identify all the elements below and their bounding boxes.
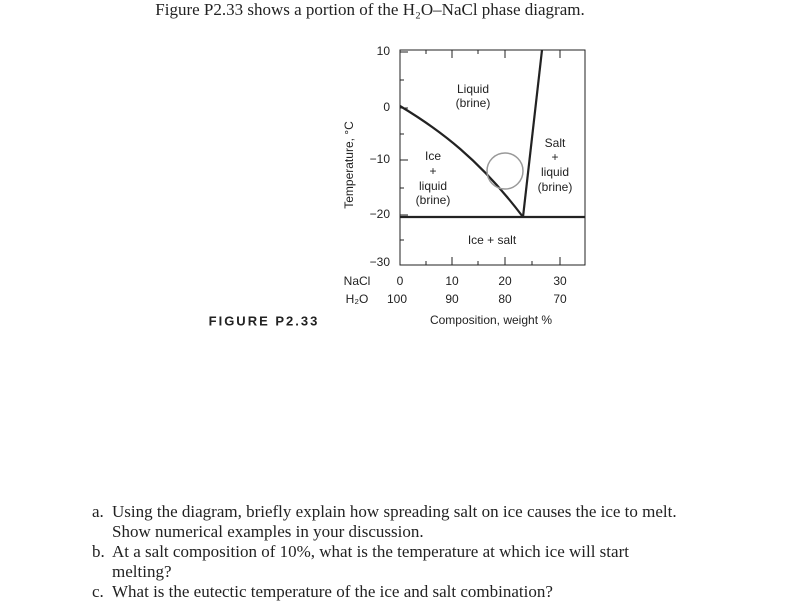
y-tick-label: 10 — [377, 44, 391, 58]
region-label: liquid — [541, 165, 569, 179]
question: c. What is the eutectic temperature of th… — [92, 582, 692, 602]
region-label: + — [429, 164, 436, 178]
question-label: b. — [92, 542, 105, 561]
liquidus-line — [399, 105, 524, 218]
y-axis-label: Temperature, °C — [342, 121, 356, 209]
y-tick-label: 0 — [383, 100, 390, 114]
y-tick-label: −30 — [370, 255, 391, 269]
region-label: liquid — [419, 179, 447, 193]
region-label: Ice — [425, 149, 441, 163]
nacl-tick: 20 — [498, 274, 512, 288]
question-text: Using the diagram, briefly explain how s… — [112, 502, 677, 541]
h2o-label: H₂O — [346, 292, 369, 306]
region-label: (brine) — [538, 180, 573, 194]
question: a. Using the diagram, briefly explain how… — [92, 502, 692, 542]
y-tick-label: −20 — [370, 207, 391, 221]
nacl-label: NaCl — [344, 274, 371, 288]
question-text: At a salt composition of 10%, what is th… — [112, 542, 629, 581]
region-label: + — [551, 150, 558, 164]
nacl-tick: 10 — [445, 274, 459, 288]
region-label: (brine) — [456, 96, 491, 110]
region-label: Ice + salt — [468, 233, 517, 247]
h2o-tick: 70 — [553, 292, 567, 306]
h2o-tick: 100 — [387, 292, 407, 306]
region-label: (brine) — [416, 193, 451, 207]
solubility-line — [521, 49, 544, 218]
question-text: What is the eutectic temperature of the … — [112, 582, 553, 601]
region-label: Salt — [545, 136, 566, 150]
region-label: Liquid — [457, 82, 489, 96]
question-label: a. — [92, 502, 104, 521]
y-tick-label: −10 — [370, 152, 391, 166]
highlight-circle — [486, 152, 524, 190]
plot-frame — [399, 49, 586, 266]
title: Figure P2.33 shows a portion of the H₂O–… — [155, 0, 585, 19]
nacl-tick: 0 — [397, 274, 404, 288]
x-axis-label: Composition, weight % — [430, 313, 552, 327]
question: b. At a salt composition of 10%, what is … — [92, 542, 692, 582]
question-label: c. — [92, 582, 104, 601]
h2o-tick: 80 — [498, 292, 512, 306]
nacl-tick: 30 — [553, 274, 567, 288]
h2o-tick: 90 — [445, 292, 459, 306]
figure-label: FIGURE P2.33 — [209, 313, 320, 328]
